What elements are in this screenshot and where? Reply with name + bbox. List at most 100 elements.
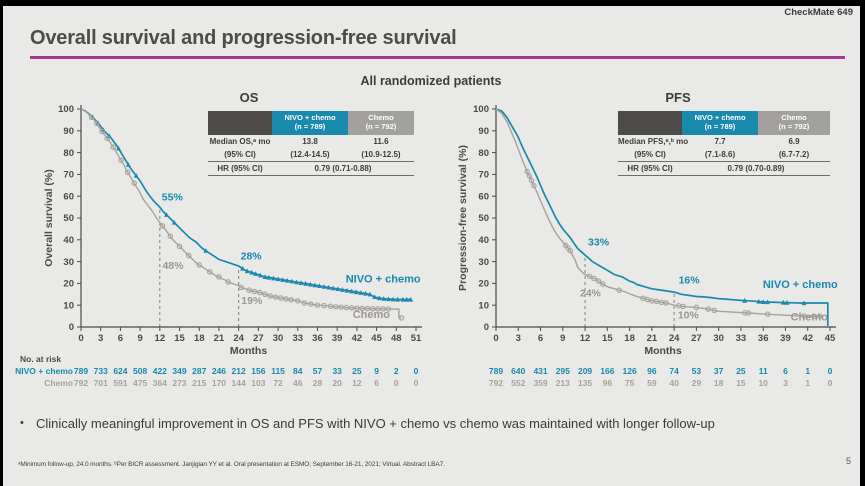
x-tick-label: 3 — [98, 333, 103, 344]
censor-circle — [693, 304, 700, 311]
at-risk-value: 11 — [759, 366, 768, 376]
at-risk-value: 422 — [153, 366, 167, 376]
censor-circle — [600, 281, 606, 287]
at-risk-header: No. at risk — [20, 354, 61, 364]
censor-triangle — [271, 275, 276, 281]
censor-circle — [206, 269, 213, 275]
x-tick-label: 33 — [292, 333, 303, 344]
curve-label: NIVO + chemo — [346, 273, 421, 285]
censor-triangle — [381, 296, 387, 301]
os-median-chemo: 11.6 — [373, 136, 389, 146]
pfs-hr-label: HR (95% CI) — [627, 163, 673, 173]
at-risk-value: 25 — [736, 366, 746, 376]
censor-circle — [801, 313, 807, 319]
x-tick-label: 33 — [736, 333, 747, 344]
x-tick-label: 9 — [560, 333, 565, 344]
at-risk-value: 74 — [669, 366, 679, 376]
censor-circle — [653, 298, 660, 305]
censor-circle — [238, 284, 245, 291]
at-risk-value: 59 — [647, 378, 657, 388]
censor-circle — [185, 252, 192, 259]
y-tick-label: 100 — [473, 104, 489, 115]
censor-triangle — [321, 284, 327, 289]
at-risk-value: 40 — [669, 378, 679, 388]
pfs-stats-header-row: NIVO + chemo (n = 789) Chemo (n = 792) — [618, 111, 830, 135]
pfs-median-row: Median PFS,ᵃ,ᵇ mo 7.7 6.9 — [618, 135, 830, 148]
x-tick-label: 51 — [411, 333, 422, 344]
x-tick-label: 15 — [174, 333, 185, 344]
pfs-chemo-arm-n: (n = 792) — [778, 122, 810, 131]
x-tick-label: 24 — [233, 333, 244, 344]
key-takeaway-bullet: • Clinically meaningful improvement in O… — [20, 416, 845, 431]
censor-triangle — [335, 286, 341, 292]
x-tick-label: 12 — [155, 333, 166, 344]
censor-triangle — [400, 296, 406, 302]
landmark-annotation: 33% — [588, 236, 610, 248]
at-risk-value: 115 — [271, 366, 285, 376]
censor-triangle — [390, 296, 396, 302]
population-subtitle: All randomized patients — [360, 74, 502, 88]
censor-triangle — [266, 274, 272, 280]
at-risk-value: 792 — [74, 378, 88, 388]
at-risk-value: 20 — [332, 378, 342, 388]
censor-circle — [595, 278, 602, 284]
censor-circle — [321, 302, 327, 309]
os-ci-nivo: (12.4-14.5) — [290, 149, 330, 159]
pfs-hr-row: HR (95% CI) 0.79 (0.70-0.89) — [618, 162, 830, 176]
censor-circle — [118, 157, 124, 163]
x-tick-label: 45 — [371, 333, 382, 344]
y-tick-label: 40 — [63, 235, 74, 246]
censor-circle — [196, 262, 202, 268]
censor-circle — [308, 301, 314, 307]
os-median-nivo: 13.8 — [302, 136, 318, 146]
os-chemo-arm-name: Chemo — [368, 113, 394, 123]
at-risk-value: 15 — [736, 378, 746, 388]
x-tick-label: 36 — [758, 333, 769, 344]
pfs-ci-row: (95% CI) (7.1-8.6) (6.7-7.2) — [618, 148, 830, 162]
x-tick-label: 9 — [137, 333, 142, 344]
at-risk-value: 359 — [533, 378, 547, 388]
landmark-annotation: 19% — [241, 295, 263, 307]
at-risk-value: 156 — [251, 366, 265, 376]
os-nivo-arm-name: NIVO + chemo — [284, 113, 336, 123]
x-tick-label: 18 — [194, 333, 205, 344]
censor-triangle — [312, 282, 318, 288]
x-tick-label: 21 — [647, 333, 658, 344]
at-risk-value: 53 — [692, 366, 702, 376]
censor-circle — [764, 311, 771, 317]
pfs-median-nivo: 7.7 — [714, 136, 726, 146]
x-tick-label: 39 — [332, 333, 343, 344]
x-tick-label: 0 — [78, 333, 83, 344]
curve-label: Chemo — [791, 311, 829, 323]
at-risk-value: 209 — [578, 366, 592, 376]
censor-circle — [343, 304, 350, 311]
os-nivo-arm-n: (n = 789) — [294, 122, 326, 131]
study-badge: CheckMate 649 — [784, 7, 853, 18]
censor-circle — [333, 304, 339, 310]
x-tick-label: 42 — [352, 333, 363, 344]
y-tick-label: 10 — [478, 300, 489, 311]
censor-circle — [348, 305, 355, 311]
at-risk-value: 46 — [293, 378, 303, 388]
censor-circle — [398, 315, 405, 321]
censor-circle — [663, 300, 669, 306]
pfs-stats-nivo-header: NIVO + chemo (n = 789) — [682, 111, 758, 135]
x-axis-title: Months — [644, 345, 681, 357]
censor-triangle — [344, 287, 350, 293]
y-tick-label: 20 — [478, 279, 489, 290]
censor-circle — [680, 303, 686, 310]
at-risk-value: 96 — [603, 378, 613, 388]
at-risk-value: 29 — [692, 378, 702, 388]
page-number: 5 — [845, 456, 851, 466]
at-risk-value: 212 — [232, 366, 246, 376]
y-tick-label: 10 — [63, 300, 74, 311]
os-stats-header-row: NIVO + chemo (n = 789) Chemo (n = 792) — [208, 111, 414, 135]
censor-circle — [283, 296, 289, 302]
at-risk-value: 0 — [828, 378, 833, 388]
censor-circle — [176, 243, 183, 250]
y-tick-label: 20 — [63, 279, 74, 290]
censor-circle — [359, 305, 365, 312]
pfs-stats-table: NIVO + chemo (n = 789) Chemo (n = 792) M… — [618, 111, 830, 176]
os-ci-row: (95% CI) (12.4-14.5) (10.9-12.5) — [208, 148, 414, 162]
